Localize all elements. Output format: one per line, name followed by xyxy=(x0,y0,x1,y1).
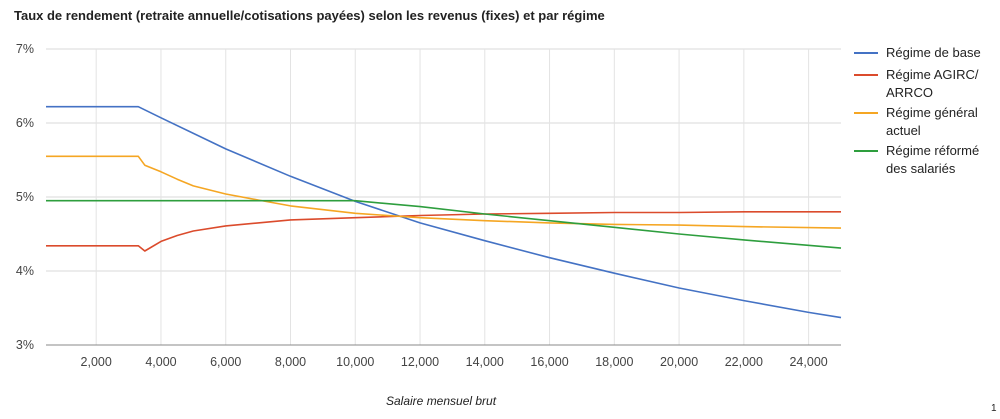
legend-item-regime-de-base[interactable]: Régime de base xyxy=(854,44,994,66)
legend-label: Régime général actuel xyxy=(886,105,978,138)
x-tick-label: 18,000 xyxy=(595,355,633,369)
x-tick-label: 2,000 xyxy=(81,355,112,369)
legend-swatch xyxy=(854,52,878,54)
x-tick-label: 20,000 xyxy=(660,355,698,369)
x-tick-label: 6,000 xyxy=(210,355,241,369)
series-line xyxy=(46,105,842,319)
page-number: 1 xyxy=(991,403,997,414)
legend: Régime de base Régime AGIRC/ ARRCO Régim… xyxy=(854,44,994,180)
chart-title: Taux de rendement (retraite annuelle/cot… xyxy=(14,8,605,23)
legend-swatch xyxy=(854,112,878,114)
legend-label: Régime AGIRC/ ARRCO xyxy=(886,67,979,100)
y-tick-label: 4% xyxy=(16,264,34,278)
legend-item-regime-reforme[interactable]: Régime réformé des salariés xyxy=(854,142,994,180)
tick-labels: 3% 4% 5% 6% 7% 2,000 4,000 6,000 8,000 10,000 12,0… xyxy=(16,42,828,369)
legend-swatch xyxy=(854,74,878,76)
series-line xyxy=(46,211,841,252)
y-tick-label: 6% xyxy=(16,116,34,130)
y-tick-label: 3% xyxy=(16,338,34,352)
series-line xyxy=(46,155,842,229)
legend-swatch xyxy=(854,150,878,152)
x-tick-label: 14,000 xyxy=(466,355,504,369)
y-tick-label: 5% xyxy=(16,190,34,204)
legend-item-agirc-arrco[interactable]: Régime AGIRC/ ARRCO xyxy=(854,66,994,104)
legend-label: Régime réformé des salariés xyxy=(886,143,980,176)
x-tick-label: 8,000 xyxy=(275,355,306,369)
series-lines xyxy=(46,105,842,319)
x-tick-label: 12,000 xyxy=(401,355,439,369)
y-tick-label: 7% xyxy=(16,42,34,56)
grid xyxy=(46,48,841,346)
x-axis-label: Salaire mensuel brut xyxy=(386,394,497,408)
x-tick-label: 10,000 xyxy=(336,355,374,369)
x-tick-label: 4,000 xyxy=(145,355,176,369)
x-tick-label: 16,000 xyxy=(530,355,568,369)
series-line xyxy=(46,199,842,249)
legend-item-regime-general-actuel[interactable]: Régime général actuel xyxy=(854,104,994,142)
x-tick-label: 24,000 xyxy=(789,355,827,369)
x-tick-label: 22,000 xyxy=(725,355,763,369)
legend-label: Régime de base xyxy=(886,45,981,60)
